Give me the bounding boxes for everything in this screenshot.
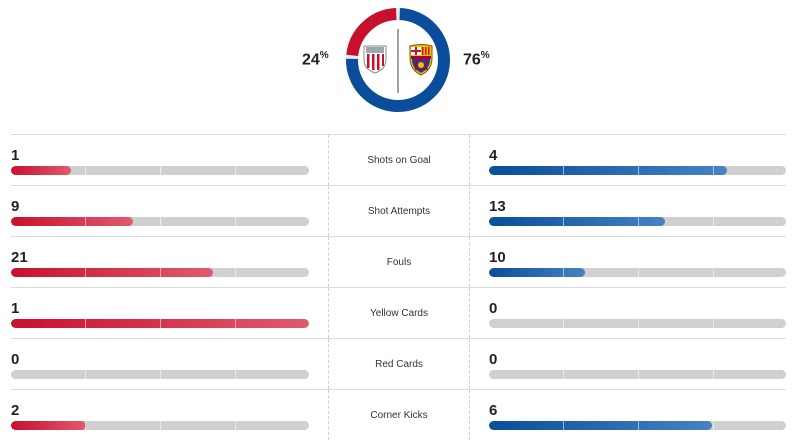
stat-label: Red Cards: [375, 359, 423, 370]
stats-table: 1 Shots on Goal 4 9 Shot Attempts 13 21 …: [11, 134, 786, 440]
column-divider: [469, 390, 470, 440]
away-stat-value: 13: [489, 198, 506, 215]
away-stat-value: 10: [489, 249, 506, 266]
home-stat-value: 21: [11, 249, 28, 266]
stat-label: Shot Attempts: [367, 206, 431, 217]
away-possession: 76%: [463, 50, 490, 69]
stat-label: Fouls: [386, 257, 412, 268]
away-stat-bar-fill: [489, 217, 665, 226]
home-stat-value: 1: [11, 300, 20, 317]
stat-row: 21 Fouls 10: [11, 236, 786, 287]
away-stat-bar: [489, 217, 786, 226]
home-stat-bar-fill: [11, 166, 71, 175]
away-stat-bar-fill: [489, 166, 727, 175]
fc-barcelona-crest-icon: [409, 44, 433, 76]
away-stat-value: 4: [489, 147, 498, 164]
away-stat-bar: [489, 268, 786, 277]
away-stat-bar: [489, 370, 786, 379]
possession-panel: 24% 76%: [0, 0, 799, 125]
possession-arc-home: [346, 8, 397, 57]
away-stat-bar-fill: [489, 268, 585, 277]
column-divider: [328, 186, 329, 236]
athletic-bilbao-crest-icon: [363, 45, 387, 74]
home-stat-bar: [11, 166, 309, 175]
home-stat-bar: [11, 370, 309, 379]
away-stat-value: 0: [489, 300, 498, 317]
home-stat-bar-fill: [11, 421, 86, 430]
column-divider: [469, 339, 470, 389]
column-divider: [469, 135, 470, 185]
column-divider: [328, 390, 329, 440]
stat-row: 1 Yellow Cards 0: [11, 287, 786, 338]
home-stat-bar-fill: [11, 217, 133, 226]
home-stat-bar: [11, 268, 309, 277]
column-divider: [328, 288, 329, 338]
away-stat-bar: [489, 319, 786, 328]
home-stat-bar: [11, 421, 309, 430]
home-stat-value: 0: [11, 351, 20, 368]
stat-label: Corner Kicks: [370, 410, 428, 421]
stat-row: 2 Corner Kicks 6: [11, 389, 786, 440]
column-divider: [469, 186, 470, 236]
column-divider: [328, 135, 329, 185]
stat-row: 0 Red Cards 0: [11, 338, 786, 389]
home-stat-value: 2: [11, 402, 20, 419]
away-stat-value: 0: [489, 351, 498, 368]
possession-arc-away: [346, 8, 450, 112]
column-divider: [469, 237, 470, 287]
stat-row: 1 Shots on Goal 4: [11, 134, 786, 185]
away-stat-bar: [489, 166, 786, 175]
stat-label: Shots on Goal: [367, 155, 431, 166]
home-stat-bar: [11, 319, 309, 328]
away-stat-value: 6: [489, 402, 498, 419]
home-stat-value: 1: [11, 147, 20, 164]
home-stat-bar: [11, 217, 309, 226]
home-stat-bar-fill: [11, 268, 213, 277]
home-possession: 24%: [302, 50, 329, 69]
stat-label: Yellow Cards: [370, 308, 428, 319]
stat-row: 9 Shot Attempts 13: [11, 185, 786, 236]
home-stat-value: 9: [11, 198, 20, 215]
home-stat-bar-fill: [11, 319, 309, 328]
column-divider: [328, 237, 329, 287]
possession-donut: [346, 8, 450, 112]
column-divider: [469, 288, 470, 338]
away-stat-bar: [489, 421, 786, 430]
column-divider: [328, 339, 329, 389]
away-stat-bar-fill: [489, 421, 712, 430]
